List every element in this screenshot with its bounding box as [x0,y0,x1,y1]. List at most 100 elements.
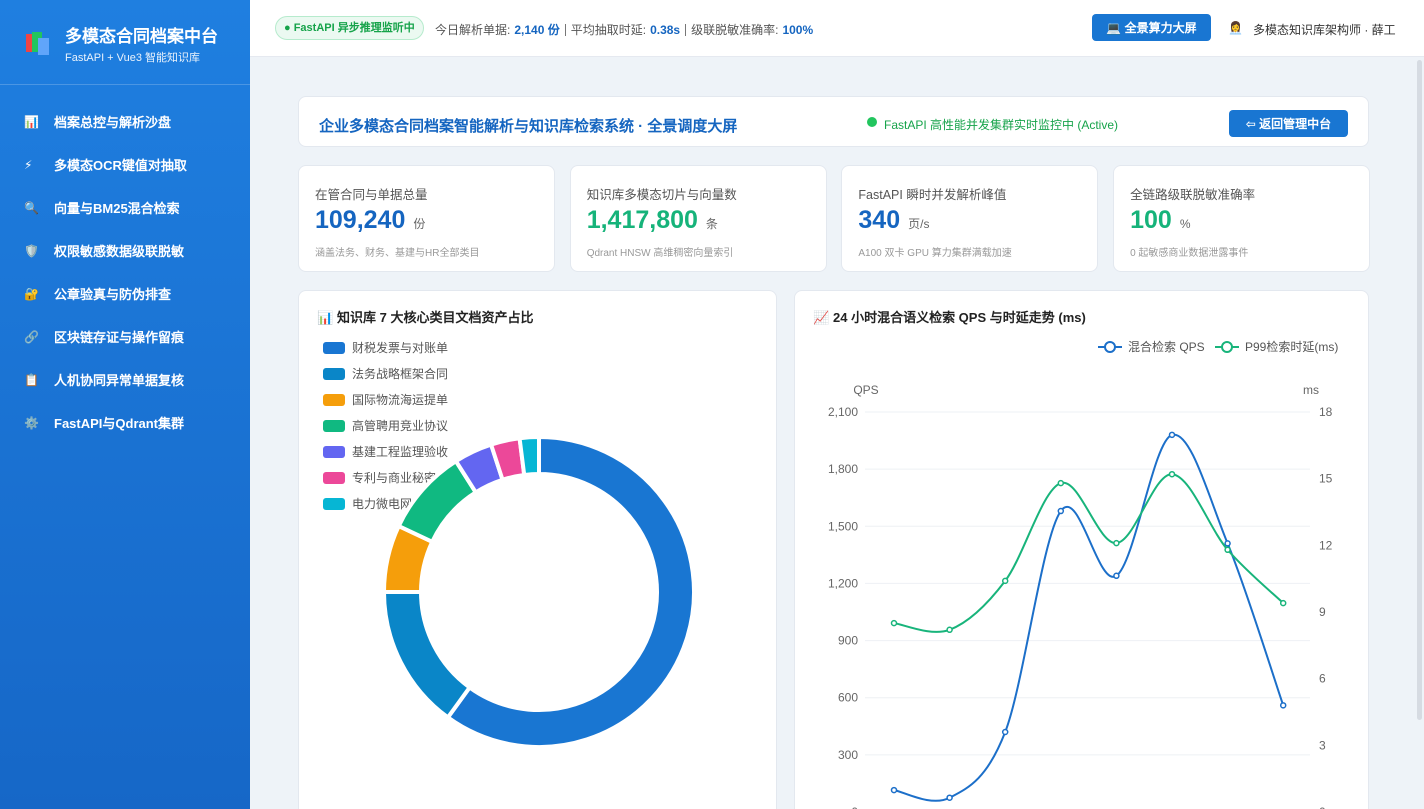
kpi-card: 在管合同与单据总量 109,240 份涵盖法务、财务、基建与HR全部类目 [298,165,555,272]
status-badge: ● FastAPI 异步推理监听中 [275,16,424,40]
menu-item[interactable]: 🔐 公章验真与防伪排查 [24,284,171,303]
menu-label: 权限敏感数据级联脱敏 [54,244,185,259]
series-line [893,473,1284,633]
menu-label: FastAPI与Qdrant集群 [54,416,185,431]
data-point [1224,540,1231,547]
kpi-value-row: 100% [1130,206,1190,235]
data-point [1168,431,1176,439]
y2-tick-label: 0 [1319,805,1326,809]
scrollbar[interactable] [1417,60,1422,720]
legend-swatch [323,472,345,484]
status-dot [867,117,877,127]
menu-item[interactable]: 📋 人机协同异常单据复核 [24,370,184,389]
menu-icon: 🔍 [24,200,39,215]
data-point [1224,546,1231,554]
y-tick-label: 600 [838,691,858,705]
donut-panel: 📊 知识库 7 大核心类目文档资产占比 财税发票与对账单 法务战略框架合同 国际物流海运… [298,290,777,809]
y2-tick-label: 3 [1319,738,1326,752]
legend-swatch [323,498,345,510]
kpi-card: 全链路级联脱敏准确率 100% 0 起敏感商业数据泄露事件 [1113,165,1371,272]
chart-title-icon: 📊 [317,310,333,325]
header-status: FastAPI 高性能并发集群实时监控中 (Active) [884,118,1119,132]
y-tick-label: 0 [851,805,858,809]
today-stats: 今日解析单据: 2,140 份平均抽取时延: 0.38s 级联脱敏准确率: 100% [435,21,813,38]
kpi-value: 100 [1130,206,1172,234]
kpi-card: 知识库多模态切片与向量数 1,417,800 条 Qdrant HNSW 高维稠密向量… [569,165,827,272]
kpi-note: 涵盖法务、财务、基建与HR全部类目 [315,248,480,259]
menu-icon: 🛡️ [24,243,39,258]
y-tick-label: 300 [838,748,858,762]
back-button[interactable]: ⇦ 返回管理中台 [1229,110,1348,137]
data-point [1001,728,1009,736]
y2-tick-label: 15 [1319,472,1333,486]
kpi-unit: % [1179,217,1191,231]
separator [564,23,566,36]
y2-tick-label: 9 [1319,605,1326,619]
menu-item[interactable]: 🔍 向量与BM25混合检索 [24,198,180,217]
legend-label: P99检索时延(ms) [1245,339,1338,354]
kpi-value-row: 1,417,800 条 [587,206,718,235]
y-tick-label: 1,800 [828,462,858,476]
legend-swatch [323,394,345,406]
data-point [1057,479,1065,487]
trend-panel: 📈 24 小时混合语义检索 QPS 与时延走势 (ms) QPS ms 0 300 600 9… [794,290,1369,809]
data-point [890,619,898,627]
kpi-value: 340 [858,206,901,234]
menu-item[interactable]: 📊 档案总控与解析沙盘 [24,112,171,131]
menu-item[interactable]: 🔗 区块链存证与操作留痕 [24,327,184,346]
y-tick-label: 1,200 [828,576,858,590]
donut-slice [445,435,696,749]
y2-tick-label: 12 [1319,538,1333,552]
y2-axis-name: ms [1303,383,1319,397]
legend-swatch [323,368,345,380]
legend-label: 国际物流海运提单 [352,392,448,407]
menu-item[interactable]: ⚙️ FastAPI与Qdrant集群 [24,413,184,432]
sidebar: 多模态合同档案中台 FastAPI + Vue3 智能知识库 📊 档案总控与解析沙… [0,0,250,809]
kpi-note: Qdrant HNSW 高维稠密向量索引 [586,248,734,259]
y-tick-label: 1,500 [828,519,858,533]
legend-label: 专利与商业秘密 [352,470,436,485]
data-point [1168,470,1176,478]
header-card: 企业多模态合同档案智能解析与知识库检索系统 · 全景调度大屏 FastAPI 高… [298,96,1369,147]
stat-label: 今日解析单据: [435,23,511,37]
stat-label: 级联脱敏准确率: [691,23,779,37]
menu-icon: ⚡ [24,157,33,172]
fullscreen-button[interactable]: 💻 全景算力大屏 [1092,14,1211,41]
kpi-label: 在管合同与单据总量 [315,188,428,202]
menu-label: 多模态OCR键值对抽取 [54,158,187,173]
legend-dot [1221,341,1233,353]
stat-value: 0.38s [650,22,681,37]
data-point [1113,539,1120,547]
menu-label: 区块链存证与操作留痕 [54,330,185,345]
kpi-unit: 页/s [908,217,930,231]
legend-swatch [323,420,345,432]
legend-label: 混合检索 QPS [1128,339,1205,354]
data-point [1279,599,1287,607]
logo [26,32,49,55]
stat-value: 2,140 份 [514,23,560,37]
separator [685,23,687,36]
data-point [1113,572,1120,580]
data-point [946,626,953,634]
chart-title-icon: 📈 [813,310,829,325]
menu-label: 档案总控与解析沙盘 [54,115,172,130]
donut-slice [517,435,541,477]
menu-item[interactable]: ⚡ 多模态OCR键值对抽取 [24,155,187,174]
menu-item[interactable]: 🛡️ 权限敏感数据级联脱敏 [24,241,184,260]
stat-value: 100% [782,22,814,37]
legend-label: 基建工程监理验收 [352,444,448,459]
legend-label: 法务战略框架合同 [352,366,448,381]
menu-label: 公章验真与防伪排查 [54,287,172,302]
data-point [890,786,898,794]
y-tick-label: 2,100 [828,405,858,419]
menu-icon: 🔐 [24,286,39,301]
stat-label: 平均抽取时延: [570,23,647,37]
menu-icon: 🔗 [24,329,39,344]
y-axis-name: QPS [853,383,878,397]
chart-title: 知识库 7 大核心类目文档资产占比 [337,310,533,325]
donut-chart: 📊 知识库 7 大核心类目文档资产占比财税发票与对账单法务战略框架合同国际物流海运… [317,310,696,749]
chart-title: 24 小时混合语义检索 QPS 与时延走势 (ms) [833,310,1086,325]
menu-icon: 📋 [24,372,39,387]
menu-label: 人机协同异常单据复核 [54,373,185,388]
